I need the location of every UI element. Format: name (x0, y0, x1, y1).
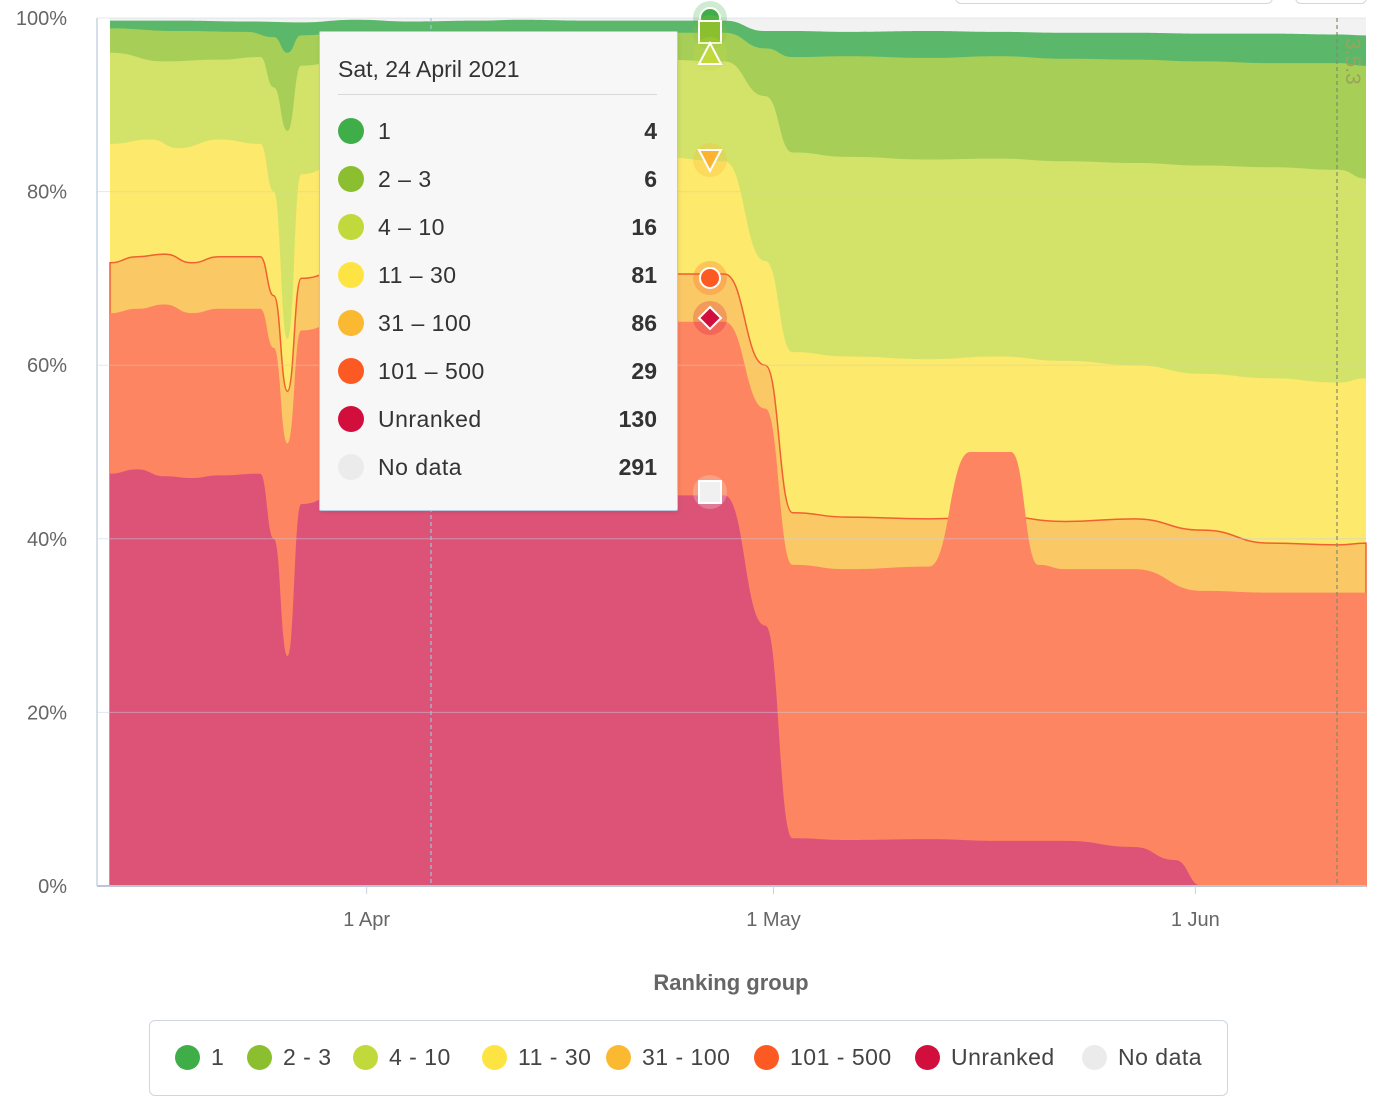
legend-color-dot (754, 1045, 779, 1070)
tooltip-date: Sat, 24 April 2021 (338, 56, 520, 82)
series-color-dot (338, 310, 364, 336)
series-color-dot (338, 406, 364, 432)
y-tick-label: 20% (27, 702, 67, 724)
version-annotation: 3.5.3 (1341, 38, 1364, 85)
y-axis: 0% 20% 40% 60% 80% 100% (16, 8, 67, 898)
legend-label: Unranked (951, 1044, 1055, 1070)
tooltip-row: 11 – 30 81 (338, 258, 657, 298)
legend-color-dot (482, 1045, 507, 1070)
legend-color-dot (353, 1045, 378, 1070)
tooltip-row: 2 – 3 6 (338, 162, 657, 202)
tooltip-series-label: 31 – 100 (378, 310, 472, 336)
y-tick-label: 0% (38, 876, 67, 898)
y-tick-label: 80% (27, 182, 67, 204)
tooltip-series-value: 16 (631, 214, 657, 240)
series-color-dot (338, 166, 364, 192)
marker-101-500 (699, 267, 721, 289)
tooltip-series-value: 81 (631, 262, 657, 288)
tooltip-series-value: 4 (644, 118, 657, 144)
tooltip-row: 4 – 10 16 (338, 210, 657, 250)
legend-label: 4 - 10 (389, 1044, 451, 1070)
tooltip-series-label: 1 (378, 118, 392, 144)
legend-label: 2 - 3 (283, 1044, 332, 1070)
x-axis-title: Ranking group (653, 970, 808, 995)
tooltip-divider (338, 94, 657, 95)
series-color-dot (338, 214, 364, 240)
legend-label: 1 (211, 1044, 225, 1070)
marker-unranked (697, 305, 723, 331)
tooltip-series-label: 11 – 30 (378, 262, 457, 288)
legend-color-dot (247, 1045, 272, 1070)
tooltip-series-value: 291 (618, 454, 657, 480)
legend-color-dot (606, 1045, 631, 1070)
tooltip-series-value: 86 (631, 310, 657, 336)
legend-label: 11 - 30 (518, 1044, 592, 1070)
series-color-dot (338, 358, 364, 384)
y-tick-label: 60% (27, 355, 67, 377)
tooltip-row: Unranked 130 (338, 402, 657, 442)
series-color-dot (338, 118, 364, 144)
tooltip-row: No data 291 (338, 450, 657, 490)
legend-color-dot (175, 1045, 200, 1070)
marker-4-10 (697, 40, 723, 65)
legend-label: 31 - 100 (642, 1044, 731, 1070)
options-control[interactable] (1295, 0, 1367, 4)
series-color-dot (338, 454, 364, 480)
area-unranked (110, 469, 1366, 886)
x-tick-label: 1 Apr (343, 909, 390, 931)
tooltip-row: 101 – 500 29 (338, 354, 657, 394)
legend-label: No data (1118, 1044, 1203, 1070)
legend-color-dot (915, 1045, 940, 1070)
stacked-areas (109, 18, 1367, 887)
y-tick-label: 40% (27, 529, 67, 551)
marker-11-30 (697, 149, 723, 174)
hover-markers (693, 1, 727, 509)
series-color-dot (338, 262, 364, 288)
y-tick-label: 100% (16, 8, 67, 30)
legend: 1 2 - 3 4 - 10 11 - 30 31 - 100 101 - 500 Unra… (149, 1020, 1228, 1096)
tooltip-series-value: 6 (644, 166, 657, 192)
x-tick-label: 1 Jun (1171, 909, 1220, 931)
tooltip-series-value: 29 (631, 358, 657, 384)
tooltip-series-label: 101 – 500 (378, 358, 485, 384)
tooltip-series-value: 130 (618, 406, 657, 432)
tooltip-row: 31 – 100 86 (338, 306, 657, 346)
tooltip-series-label: No data (378, 454, 463, 480)
x-tick-label: 1 May (746, 909, 800, 931)
tooltip-series-label: Unranked (378, 406, 482, 432)
legend-color-dot (1082, 1045, 1107, 1070)
marker-no-data (698, 480, 722, 504)
x-axis: 1 Apr 1 May 1 Jun (343, 886, 1220, 931)
tooltip-series-label: 4 – 10 (378, 214, 445, 240)
date-range-control[interactable] (955, 0, 1273, 4)
tooltip-series-label: 2 – 3 (378, 166, 432, 192)
legend-label: 101 - 500 (790, 1044, 892, 1070)
